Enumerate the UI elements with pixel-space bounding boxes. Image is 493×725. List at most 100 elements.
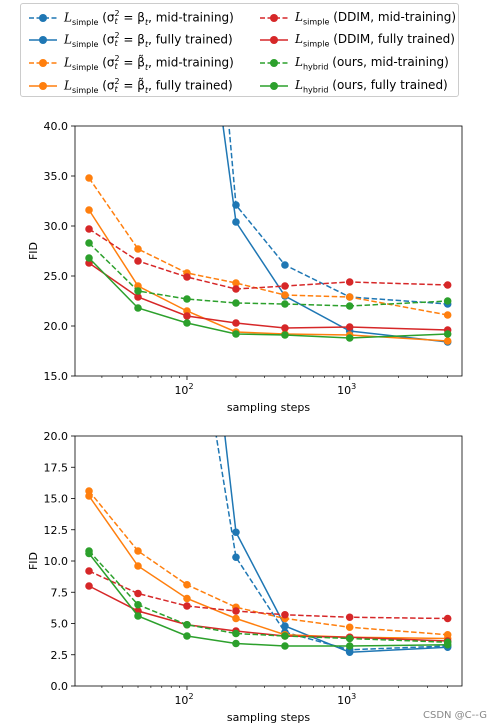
y-tick-label: 12.5	[44, 524, 69, 537]
legend-marker-d_mid	[260, 14, 288, 22]
data-point-h_full	[134, 304, 142, 312]
data-point-h_full	[232, 639, 240, 648]
data-point-d_full	[134, 293, 142, 301]
data-point-s_mid	[281, 261, 289, 269]
data-point-d_mid	[134, 257, 142, 265]
y-axis-label: FID	[27, 242, 40, 260]
legend-marker-s_full	[29, 36, 57, 44]
legend-entry-d_mid: Lsimple (DDIM, mid-training)	[259, 9, 456, 27]
x-axis-label: sampling steps	[227, 401, 311, 414]
data-point-s_full	[281, 622, 289, 630]
data-point-h_mid	[232, 299, 240, 307]
data-point-h_mid	[345, 302, 354, 310]
data-point-h_full	[134, 612, 142, 620]
data-point-h_mid	[85, 239, 93, 247]
data-point-h_mid	[232, 629, 240, 638]
data-point-h_full	[281, 331, 289, 339]
axes-frame	[74, 125, 463, 377]
data-point-t_mid	[183, 580, 191, 589]
data-point-s_full	[232, 528, 240, 537]
data-point-t_full	[85, 206, 93, 214]
series-line-t_mid	[88, 177, 448, 316]
data-point-t_mid	[443, 311, 452, 319]
data-point-d_mid	[443, 281, 452, 289]
y-tick-label: 7.5	[51, 586, 69, 599]
y-tick-label: 20.0	[44, 430, 69, 443]
data-point-h_full	[443, 640, 452, 649]
data-point-d_mid	[134, 589, 142, 598]
data-point-h_full	[183, 319, 191, 327]
y-axis-label: FID	[27, 552, 40, 570]
data-point-h_mid	[345, 634, 354, 643]
legend-marker-t_mid	[29, 59, 57, 67]
data-point-d_full	[281, 324, 289, 332]
data-point-t_full	[443, 337, 452, 345]
data-point-h_full	[345, 642, 354, 650]
series-line-d_full	[88, 262, 448, 331]
series-line-t_full	[88, 495, 448, 640]
legend-label: Lsimple (σ 2 t = βt, fully trained)	[64, 30, 233, 49]
legend-label: Lsimple (DDIM, fully trained)	[295, 31, 455, 49]
data-point-d_mid	[85, 225, 93, 233]
series-line-s_mid	[228, 126, 448, 305]
data-point-h_mid	[443, 297, 452, 305]
data-point-d_mid	[281, 282, 289, 290]
data-point-d_mid	[232, 285, 240, 293]
series-line-d_mid	[88, 228, 448, 290]
y-tick-label: 40.0	[44, 120, 69, 133]
data-point-t_full	[183, 594, 191, 603]
x-tick-label: 102	[174, 382, 193, 397]
data-point-h_full	[281, 642, 289, 650]
legend-marker-h_mid	[260, 59, 288, 67]
data-point-d_full	[345, 323, 354, 331]
y-tick-label: 25.0	[44, 270, 69, 283]
data-point-t_mid	[85, 174, 93, 182]
y-tick-label: 5.0	[51, 618, 69, 631]
data-point-h_full	[85, 254, 93, 262]
series-line-h_mid	[88, 242, 448, 307]
data-point-t_full	[85, 492, 93, 500]
legend-entry-s_mid: Lsimple (σ 2 t = βt, mid-training)	[28, 9, 234, 27]
data-point-s_mid	[232, 553, 240, 562]
legend-entry-h_mid: Lhybrid (ours, mid-training)	[259, 54, 449, 72]
data-point-t_mid	[134, 245, 142, 253]
legend-entry-s_full: Lsimple (σ 2 t = βt, fully trained)	[28, 31, 233, 49]
data-point-h_mid	[134, 600, 142, 609]
legend-label: Lsimple (σ 2 t = βt, mid-training)	[64, 8, 234, 27]
data-point-d_mid	[345, 613, 354, 622]
data-point-t_full	[134, 562, 142, 570]
data-point-d_mid	[183, 273, 191, 281]
data-point-d_mid	[183, 602, 191, 610]
legend-label: Lhybrid (ours, fully trained)	[295, 77, 448, 95]
series-line-t_full	[88, 209, 448, 342]
legend-entry-d_full: Lsimple (DDIM, fully trained)	[259, 31, 455, 49]
y-tick-label: 20.0	[44, 320, 69, 333]
legend-label: Lhybrid (ours, mid-training)	[295, 54, 449, 72]
data-point-h_mid	[281, 632, 289, 640]
data-point-h_full	[232, 330, 240, 338]
data-point-t_mid	[134, 547, 142, 555]
fid-chart-bottom: 0.0 2.5 5.0 7.5 10.0 12.5 15.0 17.5 20.0 102 103 sa…	[27, 430, 463, 724]
legend-entry-t_mid: Lsimple (σ 2 t = β̃t, mid-training)	[28, 54, 234, 72]
data-point-d_mid	[85, 567, 93, 575]
y-tick-label: 15.0	[44, 370, 69, 383]
data-point-h_full	[85, 549, 93, 558]
legend-entry-h_full: Lhybrid (ours, fully trained)	[259, 77, 448, 95]
data-point-d_mid	[345, 278, 354, 286]
data-point-h_full	[443, 330, 452, 338]
legend-label: Lsimple (DDIM, mid-training)	[295, 9, 457, 27]
data-point-s_full	[345, 648, 354, 657]
y-tick-label: 17.5	[44, 461, 69, 474]
data-point-d_full	[232, 319, 240, 327]
data-point-d_full	[85, 582, 93, 590]
series-line-s_full	[224, 436, 448, 654]
data-point-h_full	[345, 334, 354, 342]
data-point-s_full	[232, 218, 240, 226]
x-tick-label: 102	[174, 692, 193, 707]
legend: Lsimple (σ 2 t = βt, mid-training) Lsimple …	[20, 3, 459, 97]
fid-chart-top: 15.0 20.0 25.0 30.0 35.0 40.0 102 103 sampling s…	[27, 120, 463, 414]
data-point-d_full	[183, 312, 191, 320]
y-tick-label: 10.0	[44, 555, 69, 568]
y-tick-label: 30.0	[44, 220, 69, 233]
data-point-t_mid	[281, 291, 289, 299]
